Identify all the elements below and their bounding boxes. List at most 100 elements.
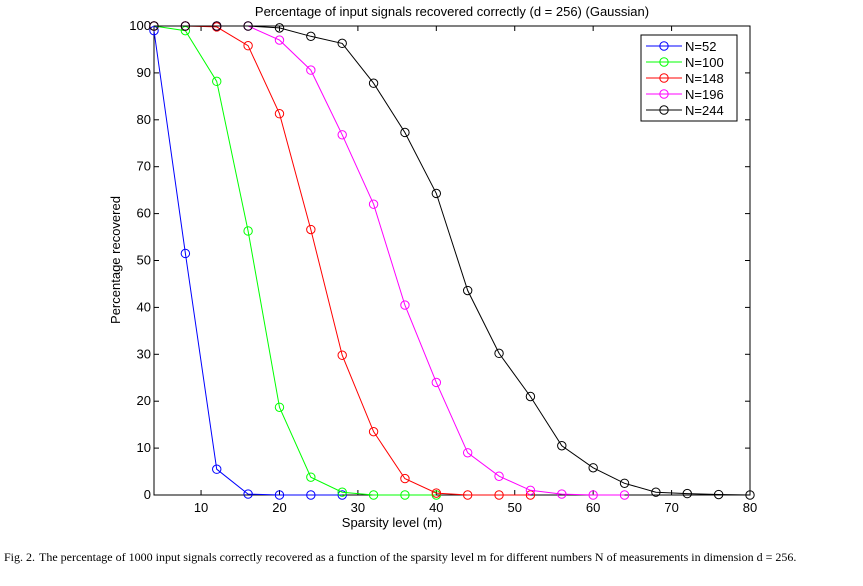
x-tick-label: 40 — [429, 500, 443, 515]
series-line — [154, 25, 531, 496]
data-point — [462, 285, 473, 296]
legend-entry: N=52 — [646, 39, 716, 54]
data-point — [337, 38, 347, 49]
data-point — [431, 188, 442, 199]
data-point — [651, 487, 661, 497]
legend-label: N=100 — [685, 55, 724, 70]
data-point — [619, 478, 630, 488]
legend-marker — [659, 57, 669, 67]
line-chart: Percentage of input signals recovered co… — [108, 4, 757, 530]
data-point — [243, 226, 253, 236]
data-point — [400, 490, 410, 500]
data-point — [306, 31, 316, 42]
data-point — [337, 130, 347, 140]
data-point — [682, 488, 692, 499]
data-point — [243, 40, 253, 51]
data-point — [243, 489, 253, 499]
x-axis-ticks: 10 20 30 40 50 60 70 80 — [194, 26, 757, 515]
legend-label: N=148 — [685, 71, 724, 86]
series-layer — [149, 21, 755, 500]
y-tick-label: 70 — [137, 159, 151, 174]
legend-label: N=244 — [685, 103, 724, 118]
data-point — [337, 490, 347, 500]
data-point — [525, 485, 536, 496]
legend-entry: N=148 — [646, 71, 724, 86]
legend-label: N=196 — [685, 87, 724, 102]
data-point — [212, 21, 222, 31]
y-axis-label: Percentage recovered — [108, 196, 123, 324]
data-point — [180, 21, 191, 31]
caption-text: The percentage of 1000 input signals cor… — [39, 550, 797, 564]
data-point — [431, 377, 442, 388]
data-point — [462, 490, 473, 500]
data-point — [274, 402, 285, 412]
data-point — [525, 391, 536, 402]
x-tick-label: 80 — [743, 500, 757, 515]
y-tick-label: 40 — [137, 299, 151, 314]
data-point — [588, 463, 598, 473]
legend-label: N=52 — [685, 39, 716, 54]
data-point — [337, 350, 347, 360]
data-point — [557, 489, 567, 499]
data-point — [243, 21, 253, 31]
y-tick-label: 90 — [137, 65, 151, 80]
data-point — [306, 65, 316, 75]
data-point — [306, 472, 316, 482]
x-tick-label: 20 — [272, 500, 286, 515]
data-point — [212, 76, 222, 87]
legend-marker — [659, 89, 669, 99]
data-point — [557, 441, 567, 451]
x-axis-label: Sparsity level (m) — [342, 515, 442, 530]
legend-box — [640, 34, 738, 122]
y-tick-label: 60 — [137, 206, 151, 221]
data-point — [337, 487, 347, 497]
data-point — [462, 448, 473, 458]
x-tick-label: 10 — [194, 500, 208, 515]
y-tick-label: 0 — [144, 487, 151, 502]
series-line — [154, 25, 751, 496]
x-tick-label: 50 — [508, 500, 522, 515]
data-point — [431, 488, 442, 498]
data-point — [368, 426, 379, 437]
data-point — [400, 473, 410, 484]
data-point — [306, 490, 316, 500]
data-point — [368, 78, 379, 88]
x-tick-label: 30 — [351, 500, 365, 515]
data-point — [494, 471, 504, 481]
data-point — [368, 199, 379, 209]
x-tick-label: 60 — [586, 500, 600, 515]
data-point — [368, 490, 379, 500]
legend-entry: N=100 — [646, 55, 724, 70]
data-point — [713, 489, 724, 500]
chart-title: Percentage of input signals recovered co… — [255, 4, 649, 19]
data-point — [274, 490, 285, 500]
y-tick-label: 30 — [137, 346, 151, 361]
data-point — [274, 109, 285, 119]
y-tick-label: 50 — [137, 253, 151, 268]
data-point — [274, 23, 285, 33]
y-axis-ticks: 0 10 20 30 40 50 60 70 80 90 100 — [129, 18, 750, 502]
data-point — [274, 35, 285, 45]
legend-entry: N=244 — [646, 103, 724, 118]
data-point — [306, 224, 316, 235]
series-line — [153, 25, 437, 496]
x-tick-label: 70 — [664, 500, 678, 515]
figure-caption: Fig. 2. The percentage of 1000 input sign… — [4, 550, 863, 565]
y-tick-label: 10 — [137, 440, 151, 455]
legend-entry: N=196 — [646, 87, 724, 102]
data-point — [400, 127, 410, 138]
y-tick-label: 20 — [137, 393, 151, 408]
legend-marker — [659, 105, 669, 115]
data-point — [745, 490, 755, 500]
series-line — [153, 30, 343, 496]
y-tick-label: 80 — [137, 112, 151, 127]
data-point — [494, 490, 504, 500]
data-point — [149, 21, 159, 31]
caption-label: Fig. 2. — [4, 550, 36, 564]
data-point — [400, 300, 410, 310]
data-point — [588, 490, 598, 500]
data-point — [619, 490, 630, 500]
legend-marker — [659, 41, 669, 51]
data-point — [180, 248, 191, 259]
